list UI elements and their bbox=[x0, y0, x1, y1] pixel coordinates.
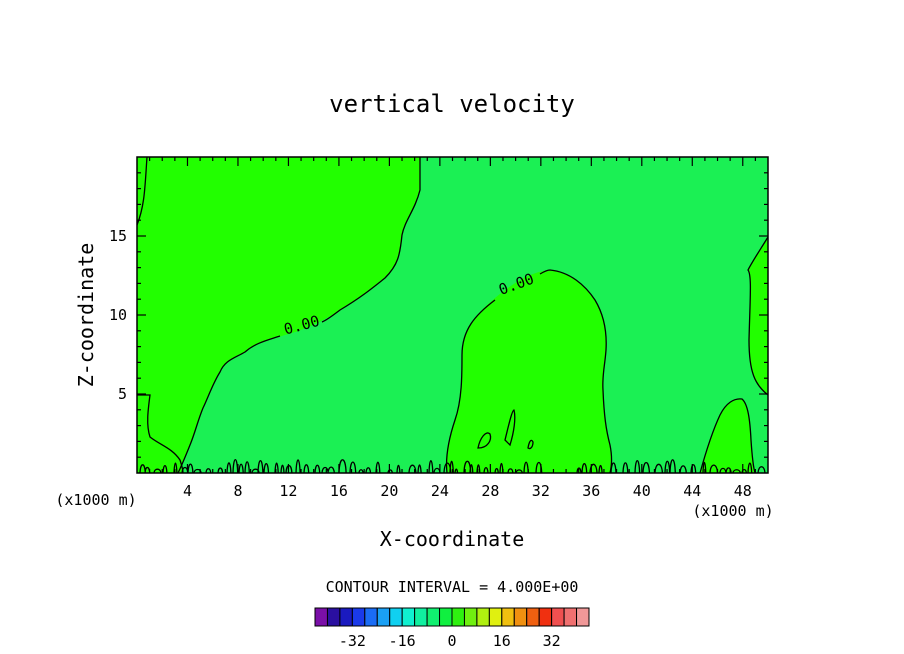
contour-interval: CONTOUR INTERVAL = 4.000E+00 bbox=[326, 578, 579, 596]
colorbar-swatch bbox=[364, 607, 378, 627]
contour-line-right-upper bbox=[747, 236, 769, 396]
contour-line-upper-left bbox=[177, 157, 421, 474]
y-tick-label: 10 bbox=[109, 306, 127, 324]
x-tick-label: 36 bbox=[582, 482, 600, 500]
y-tick-label: 5 bbox=[118, 385, 127, 403]
x-axis-label: X-coordinate bbox=[380, 527, 525, 551]
x-tick-label: 20 bbox=[380, 482, 398, 500]
contour-noise-bottom bbox=[139, 459, 766, 474]
colorbar-swatch bbox=[326, 607, 341, 627]
x-tick-label: 8 bbox=[233, 482, 242, 500]
colorbar-swatch bbox=[451, 607, 465, 627]
positive-region-right-upper bbox=[748, 237, 768, 395]
colorbar-swatch bbox=[414, 607, 428, 627]
x-tick-label: 32 bbox=[532, 482, 550, 500]
colorbar-swatch bbox=[401, 607, 416, 627]
contour-blob-center-3 bbox=[527, 439, 534, 450]
colorbar-swatch bbox=[351, 607, 366, 627]
colorbar-tick-label: -16 bbox=[389, 632, 416, 650]
colorbar-swatch bbox=[426, 607, 441, 627]
colorbar-swatch bbox=[563, 607, 578, 627]
positive-region-lower-left bbox=[137, 395, 183, 473]
x-tick-label: 24 bbox=[431, 482, 449, 500]
chart-title: vertical velocity bbox=[329, 90, 575, 118]
colorbar-swatch bbox=[463, 607, 478, 627]
colorbar-tick-label: 32 bbox=[543, 632, 561, 650]
colorbar-swatch bbox=[538, 607, 553, 627]
colorbar-swatch bbox=[389, 607, 403, 627]
colorbar-swatch bbox=[526, 607, 540, 627]
plot-area: 0.00 0.00 bbox=[136, 156, 769, 474]
x-tick-label: 40 bbox=[633, 482, 651, 500]
colorbar-swatch bbox=[501, 607, 515, 627]
contour-line-lower-left bbox=[137, 394, 184, 474]
colorbar-swatch bbox=[376, 607, 391, 627]
contour-line-left-edge bbox=[136, 156, 148, 226]
x-tick-label: 4 bbox=[183, 482, 192, 500]
colorbar-swatch bbox=[551, 607, 565, 627]
colorbar-swatch bbox=[314, 607, 328, 627]
y-axis-label: Z-coordinate bbox=[74, 243, 98, 388]
colorbar-swatch bbox=[576, 607, 590, 627]
x-tick-label: 12 bbox=[279, 482, 297, 500]
colorbar-ticks: -32 -16 0 16 32 bbox=[339, 632, 561, 650]
x-unit-right: (x1000 m) bbox=[692, 502, 773, 520]
colorbar-tick-label: 0 bbox=[447, 632, 456, 650]
y-tick-label: 15 bbox=[109, 227, 127, 245]
colorbar bbox=[314, 607, 590, 627]
positive-region-center-bump bbox=[446, 270, 612, 473]
x-tick-label: 44 bbox=[683, 482, 701, 500]
x-unit-left: (x1000 m) bbox=[55, 491, 136, 509]
axis-ticks bbox=[137, 157, 768, 473]
positive-region-upper-left bbox=[137, 157, 420, 473]
colorbar-tick-label: 16 bbox=[493, 632, 511, 650]
colorbar-swatch bbox=[513, 607, 528, 627]
contour-line-center-bump bbox=[445, 269, 613, 474]
colorbar-swatch bbox=[339, 607, 353, 627]
x-tick-label: 48 bbox=[734, 482, 752, 500]
x-tick-label: 28 bbox=[481, 482, 499, 500]
colorbar-swatch bbox=[476, 607, 490, 627]
x-tick-label: 16 bbox=[330, 482, 348, 500]
y-axis: 5 10 15 bbox=[109, 227, 127, 403]
contour-lines bbox=[136, 156, 769, 474]
colorbar-tick-label: -32 bbox=[339, 632, 366, 650]
contour-blob-center-2 bbox=[504, 409, 516, 447]
colorbar-swatch bbox=[488, 607, 503, 627]
colorbar-swatch bbox=[439, 607, 453, 627]
contour-line-right-lower bbox=[699, 398, 756, 474]
positive-region-right-lower bbox=[700, 398, 755, 473]
contour-blob-center-1 bbox=[477, 432, 492, 449]
x-axis: 4 8 12 16 20 24 28 32 36 40 44 48 bbox=[183, 482, 752, 500]
